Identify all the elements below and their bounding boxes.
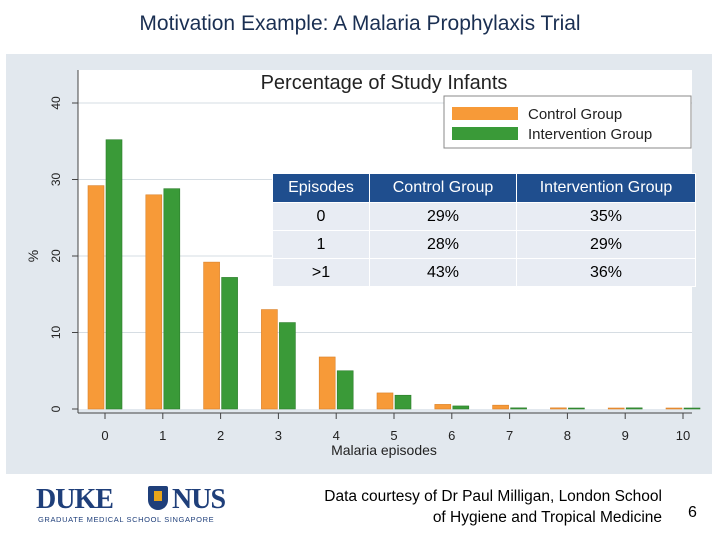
x-tick-label: 10 xyxy=(676,428,690,443)
bar-intervention xyxy=(221,277,238,410)
y-tick-label: 20 xyxy=(49,249,63,263)
bar-intervention xyxy=(510,407,527,410)
x-tick-label: 4 xyxy=(333,428,340,443)
y-axis-label: % xyxy=(25,250,41,262)
x-tick-label: 8 xyxy=(564,428,571,443)
legend-label-intervention: Intervention Group xyxy=(528,126,652,143)
bar-control xyxy=(665,407,683,410)
x-tick-label: 0 xyxy=(101,428,108,443)
y-tick-label: 0 xyxy=(49,405,63,412)
bar-control xyxy=(145,194,163,410)
table-cell: 29% xyxy=(369,202,517,231)
x-tick-label: 1 xyxy=(159,428,166,443)
logo-left-word: DUKE xyxy=(36,484,114,515)
x-tick-label: 5 xyxy=(390,428,397,443)
bar-intervention xyxy=(683,407,701,410)
bar-intervention xyxy=(394,394,412,410)
bar-intervention xyxy=(336,370,354,410)
table-cell: 36% xyxy=(516,258,696,287)
table-row: 0 29% 35% xyxy=(272,202,696,231)
table-cell: 29% xyxy=(516,230,696,259)
logo-right-word: NUS xyxy=(172,484,226,515)
table-row: 1 28% 29% xyxy=(272,230,696,259)
y-tick-label: 40 xyxy=(49,96,63,110)
bar-intervention xyxy=(279,322,296,410)
x-tick-label: 6 xyxy=(448,428,455,443)
y-tick-label: 10 xyxy=(49,326,63,340)
bar-control xyxy=(434,404,452,410)
duke-nus-logo: DUKE NUS GRADUATE MEDICAL SCHOOL SINGAPO… xyxy=(36,484,241,524)
y-tick-label: 30 xyxy=(49,173,63,187)
credit-line-1: Data courtesy of Dr Paul Milligan, Londo… xyxy=(324,488,662,505)
table-row: >1 43% 36% xyxy=(272,258,696,287)
x-tick-label: 2 xyxy=(217,428,224,443)
bar-control xyxy=(87,185,105,410)
bar-control xyxy=(203,261,220,410)
bar-control xyxy=(261,309,278,410)
slide-title: Motivation Example: A Malaria Prophylaxi… xyxy=(139,12,581,35)
x-tick-label: 7 xyxy=(506,428,513,443)
bar-intervention xyxy=(452,405,470,410)
page-number: 6 xyxy=(688,504,697,521)
table-header-row: Episodes Control Group Intervention Grou… xyxy=(272,173,696,203)
bar-intervention xyxy=(625,407,643,410)
logo-subtitle: GRADUATE MEDICAL SCHOOL SINGAPORE xyxy=(38,515,215,524)
credit-line-2: of Hygiene and Tropical Medicine xyxy=(432,509,662,526)
legend-swatch-control xyxy=(452,107,518,120)
summary-table: Episodes Control Group Intervention Grou… xyxy=(272,173,696,287)
crest-icon xyxy=(148,486,168,510)
table-header-episodes: Episodes xyxy=(272,173,370,203)
x-tick-label: 9 xyxy=(622,428,629,443)
bar-control xyxy=(550,407,567,410)
x-tick-label: 3 xyxy=(275,428,282,443)
table-header-control: Control Group xyxy=(369,173,517,203)
table-cell: 43% xyxy=(369,258,517,287)
chart-title: Percentage of Study Infants xyxy=(261,72,508,94)
bar-intervention xyxy=(163,188,181,410)
bar-intervention xyxy=(105,139,123,410)
table-cell: 0 xyxy=(272,202,370,231)
legend-swatch-intervention xyxy=(452,127,518,140)
x-axis-label: Malaria episodes xyxy=(331,442,437,458)
table-cell: 1 xyxy=(272,230,370,259)
bar-control xyxy=(318,356,336,410)
table-cell: 35% xyxy=(516,202,696,231)
bar-control xyxy=(376,392,394,410)
data-credit: Data courtesy of Dr Paul Milligan, Londo… xyxy=(324,486,662,528)
bar-control xyxy=(492,404,509,410)
table-cell: >1 xyxy=(272,258,370,287)
bar-intervention xyxy=(568,407,585,410)
table-header-intervention: Intervention Group xyxy=(516,173,696,203)
table-cell: 28% xyxy=(369,230,517,259)
bar-control xyxy=(607,407,625,410)
legend-label-control: Control Group xyxy=(528,106,622,123)
